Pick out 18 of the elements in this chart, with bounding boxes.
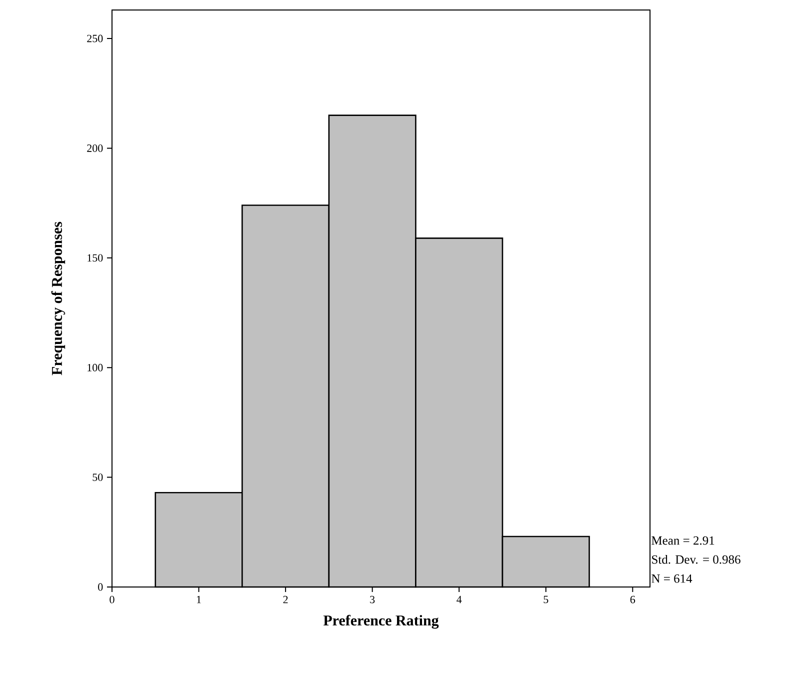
y-tick-label: 100 <box>88 364 103 372</box>
y-tick-label: 200 <box>87 144 103 152</box>
x-tick-label: 3 <box>370 596 375 604</box>
y-tick-label: 50 <box>92 474 103 482</box>
x-tick-label: 0 <box>110 596 114 604</box>
x-axis-title: Preference Rating <box>323 614 439 629</box>
y-tick-label: 150 <box>88 254 103 262</box>
x-tick-label: 4 <box>456 596 462 604</box>
y-axis-title: Frequency of Responses <box>51 222 66 376</box>
x-tick-label: 6 <box>630 596 636 604</box>
x-tick-label: 2 <box>283 596 288 604</box>
x-tick-label: 5 <box>544 596 548 604</box>
y-tick-label: 0 <box>98 583 103 591</box>
text: Mean = 2.91 <box>652 536 714 545</box>
x-tick-label: 1 <box>197 596 201 604</box>
y-tick-label: 250 <box>87 34 103 42</box>
text: N = 614 <box>652 574 692 583</box>
text: Std. Dev. = 0.986 <box>652 554 740 564</box>
